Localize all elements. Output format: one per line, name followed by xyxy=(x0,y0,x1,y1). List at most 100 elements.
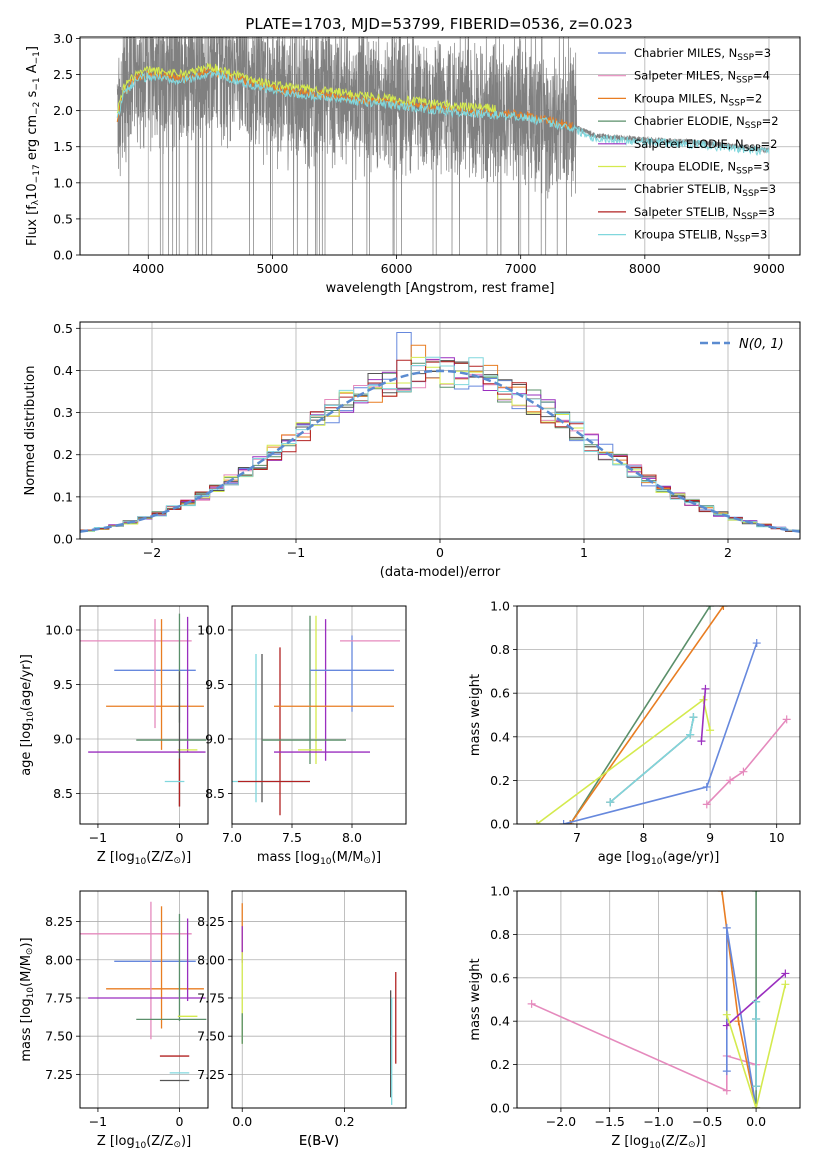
x-axis-label: (data-model)/error xyxy=(380,565,501,580)
series-marker xyxy=(722,1086,731,1095)
legend-label-part: =2 xyxy=(745,91,762,105)
y-axis-label-part: ] xyxy=(25,46,40,51)
x-tick-label: 9 xyxy=(706,830,714,845)
series-marker xyxy=(532,820,541,824)
y-axis-label-part: s xyxy=(25,90,40,101)
panels: 4000 5000 6000 7000 8000 90000.00.51.01.52.02… xyxy=(19,31,801,1151)
axes-frame xyxy=(79,36,801,256)
legend-label-part: SSP xyxy=(729,98,746,108)
panel-massweight-vs-Z: −2.0 −1.5 −1.0 −0.5 0.0 0.0 0.2 0.4 0.6 0.8 1.0 Z [… xyxy=(468,884,801,1151)
legend-label-part: Kroupa MILES, N xyxy=(634,91,729,105)
legend-label-part: =3 xyxy=(754,46,771,60)
x-axis-label-part: )] xyxy=(181,850,191,865)
x-tick-label: 0 xyxy=(436,545,444,560)
model-spectrum xyxy=(116,62,497,114)
y-axis-label-part: 10 xyxy=(26,711,36,723)
y-tick-label: 0.2 xyxy=(490,773,510,788)
x-axis-label: E(B-V) xyxy=(299,1134,339,1149)
x-axis-label-part: )] xyxy=(696,1134,706,1149)
legend-label-part: SSP xyxy=(741,212,758,222)
series-marker xyxy=(722,1010,731,1019)
y-tick-label: 0.4 xyxy=(490,729,510,744)
axes-frame xyxy=(516,605,801,825)
x-axis-label: E(B-V) xyxy=(299,1134,339,1149)
y-tick-label: 9.0 xyxy=(205,731,225,746)
legend-label-part: SSP xyxy=(742,189,759,199)
y-tick-label: 8.25 xyxy=(197,914,225,929)
y-axis-label-part: −2 xyxy=(32,102,42,115)
y-tick-label: 9.5 xyxy=(53,677,73,692)
y-axis-label-part: A xyxy=(25,64,40,77)
y-tick-label: 0.6 xyxy=(490,970,510,985)
y-axis-label-part: ⊙ xyxy=(25,948,35,956)
x-tick-label: 7.5 xyxy=(282,830,302,845)
x-axis-label-part: (Z/Z xyxy=(146,1134,173,1149)
gridlines xyxy=(80,322,800,540)
y-tick-label: 3.0 xyxy=(53,31,73,46)
y-tick-label: 2.0 xyxy=(53,103,73,118)
x-axis-label-part: )] xyxy=(371,850,381,865)
legend-label-part: SSP xyxy=(736,76,753,86)
legend-label: Kroupa ELODIE, NSSP=3 xyxy=(634,160,770,177)
series-marker xyxy=(752,639,761,648)
legend-label-part: Kroupa ELODIE, N xyxy=(634,160,736,174)
series-marker xyxy=(726,776,735,785)
x-axis-label-part: age [log xyxy=(598,850,651,865)
x-axis-label: Z [log10(Z/Z⊙)] xyxy=(97,850,191,867)
series-marker xyxy=(752,1015,761,1024)
series-marker xyxy=(706,726,715,735)
series-line xyxy=(563,642,758,824)
y-tick-label: 0.0 xyxy=(53,532,73,547)
y-tick-label: 8.00 xyxy=(197,952,225,967)
y-tick-label: 7.25 xyxy=(197,1067,225,1082)
y-axis-label-part: age [log xyxy=(19,723,34,776)
y-tick-label: 7.50 xyxy=(45,1029,73,1044)
series-line xyxy=(726,984,787,1108)
y-tick-label: 0.4 xyxy=(490,1014,510,1029)
x-axis-label-part: )] xyxy=(181,1134,191,1149)
panel-mass-vs-Z: −1 07.257.507.758.008.25Z [log10(Z/Z⊙)]ma… xyxy=(19,890,209,1151)
legend-label: Salpeter ELODIE, NSSP=2 xyxy=(634,137,777,154)
legend-label: Salpeter STELIB, NSSP=3 xyxy=(634,205,775,222)
legend-label-part: Salpeter ELODIE, N xyxy=(634,137,744,151)
x-axis-label-part: ⊙ xyxy=(173,856,181,866)
y-tick-label: 0.0 xyxy=(53,248,73,263)
y-tick-label: 10.0 xyxy=(45,622,73,637)
y-tick-label: 2.5 xyxy=(53,67,73,82)
series-line xyxy=(536,698,711,824)
y-axis-label: age [log10(age/yr)] xyxy=(19,654,36,776)
legend-label-part: =3 xyxy=(759,182,776,196)
legend-label-part: SSP xyxy=(736,167,753,177)
model-spectrum xyxy=(116,69,770,157)
y-tick-label: 0.0 xyxy=(490,1101,510,1116)
gaussian-curve xyxy=(80,369,800,533)
y-axis-label-part: 10 xyxy=(26,987,36,999)
x-tick-label: 8.0 xyxy=(342,830,362,845)
x-axis-label: wavelength [Angstrom, rest frame] xyxy=(326,281,555,296)
y-tick-label: 1.0 xyxy=(490,884,510,899)
legend-label: Kroupa MILES, NSSP=2 xyxy=(634,91,762,108)
y-tick-label: 0.5 xyxy=(53,211,73,226)
series-marker xyxy=(722,923,731,932)
y-tick-label: 7.25 xyxy=(45,1067,73,1082)
gridlines xyxy=(80,606,208,824)
plot-area xyxy=(116,37,770,255)
plot-area xyxy=(80,901,207,1082)
series-marker xyxy=(702,800,711,809)
x-tick-label: 10 xyxy=(769,830,785,845)
series-marker xyxy=(702,782,711,791)
y-tick-label: 0.8 xyxy=(490,927,510,942)
legend-label-part: =3 xyxy=(750,228,767,242)
panel-age-vs-Z: −1 08.59.09.510.0Z [log10(Z/Z⊙)]age [log1… xyxy=(19,605,209,867)
y-tick-label: 0.8 xyxy=(490,642,510,657)
y-axis-label: mass weight xyxy=(468,674,483,756)
x-tick-label: 7000 xyxy=(505,261,537,276)
x-axis-label-part: 10 xyxy=(649,1141,661,1151)
legend-label-part: Kroupa STELIB, N xyxy=(634,228,734,242)
x-tick-label: 0.0 xyxy=(746,1114,766,1129)
x-tick-label: 0 xyxy=(175,1114,183,1129)
x-tick-label: −1.5 xyxy=(595,1114,625,1129)
legend-label-part: =2 xyxy=(761,137,778,151)
x-axis-label-part: Z [log xyxy=(97,1134,135,1149)
